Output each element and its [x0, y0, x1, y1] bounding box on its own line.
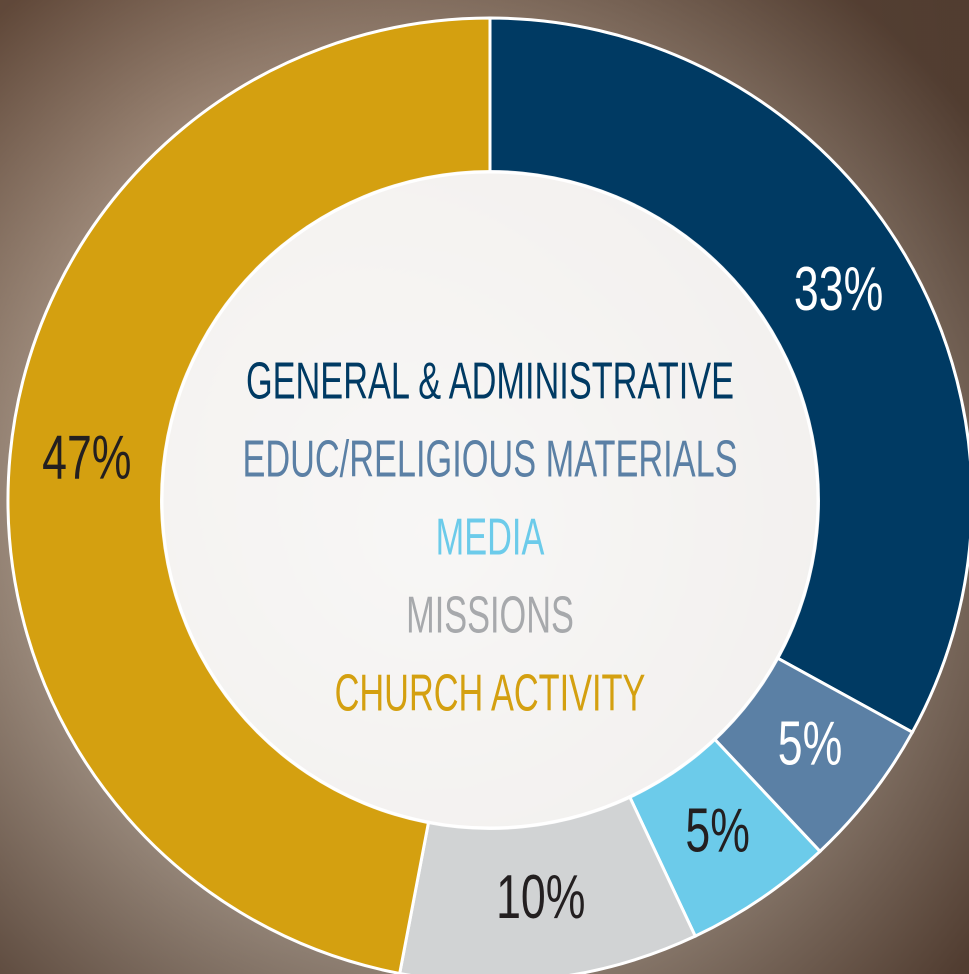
legend-entry: EDUC/RELIGIOUS MATERIALS — [242, 431, 737, 489]
legend-entry: CHURCH ACTIVITY — [335, 665, 646, 723]
legend-entry: GENERAL & ADMINISTRATIVE — [246, 353, 734, 411]
legend-entry: MEDIA — [436, 509, 545, 567]
legend-entry: MISSIONS — [406, 587, 574, 645]
value-label: 33% — [794, 255, 883, 324]
value-label: 5% — [685, 796, 750, 865]
value-label: 5% — [778, 710, 843, 779]
value-label: 10% — [496, 863, 585, 932]
value-label: 47% — [42, 423, 131, 492]
donut-hole — [160, 170, 820, 830]
